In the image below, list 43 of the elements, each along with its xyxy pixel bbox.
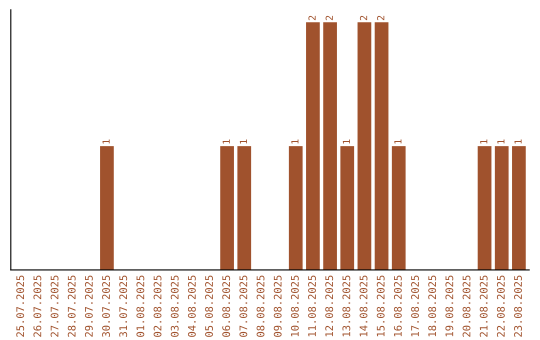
x-tick-label: 20.08.2025 xyxy=(462,276,470,337)
x-tick-label: 04.08.2025 xyxy=(188,276,196,337)
x-tick-label: 30.07.2025 xyxy=(102,276,110,337)
data-label: 1 xyxy=(394,140,402,144)
data-label: 1 xyxy=(240,140,247,144)
x-tick-label: 13.08.2025 xyxy=(342,276,350,336)
data-label: 1 xyxy=(514,140,522,144)
data-label: 1 xyxy=(222,140,230,144)
x-tick-label: 08.08.2025 xyxy=(256,276,264,337)
x-tick-label: 19.08.2025 xyxy=(445,276,454,336)
x-tick-label: 27.07.2025 xyxy=(50,276,58,337)
x-tick-label: 25.07.2025 xyxy=(16,276,24,337)
data-label: 1 xyxy=(342,140,350,144)
x-tick-label: 12.08.2025 xyxy=(325,276,334,336)
data-label: 2 xyxy=(308,16,316,20)
x-tick-label: 15.08.2025 xyxy=(376,276,385,336)
x-tick-label: 29.07.2025 xyxy=(84,276,93,337)
x-tick-label: 18.08.2025 xyxy=(428,276,436,336)
x-tick-label: 31.07.2025 xyxy=(119,276,128,337)
x-tick-label: 16.08.2025 xyxy=(394,276,402,336)
x-tick-label: 02.08.2025 xyxy=(154,276,162,337)
x-tick-label: 17.08.2025 xyxy=(411,276,419,336)
x-tick-label: 22.08.2025 xyxy=(496,276,505,337)
data-label: 1 xyxy=(291,140,298,144)
x-tick-label: 03.08.2025 xyxy=(170,276,179,337)
x-tick-label: 21.08.2025 xyxy=(480,276,488,337)
x-tick-label: 05.08.2025 xyxy=(205,276,213,337)
x-tick-label: 06.08.2025 xyxy=(222,276,230,337)
x-tick-label: 28.07.2025 xyxy=(68,276,76,337)
x-tick-label: 11.08.2025 xyxy=(308,276,316,336)
x-tick-label: 10.08.2025 xyxy=(290,276,299,336)
data-label: 1 xyxy=(102,140,110,144)
x-tick-label: 09.08.2025 xyxy=(274,276,282,337)
x-tick-label: 01.08.2025 xyxy=(136,276,144,337)
data-label: 2 xyxy=(326,16,333,20)
x-tick-label: 14.08.2025 xyxy=(360,276,368,336)
data-label: 2 xyxy=(377,16,384,20)
data-label: 1 xyxy=(497,140,504,144)
data-label: 2 xyxy=(360,16,368,20)
x-tick-label: 07.08.2025 xyxy=(239,276,248,337)
x-tick-label: 23.08.2025 xyxy=(514,276,522,337)
data-label: 1 xyxy=(480,140,488,144)
x-tick-label: 26.07.2025 xyxy=(33,276,42,337)
